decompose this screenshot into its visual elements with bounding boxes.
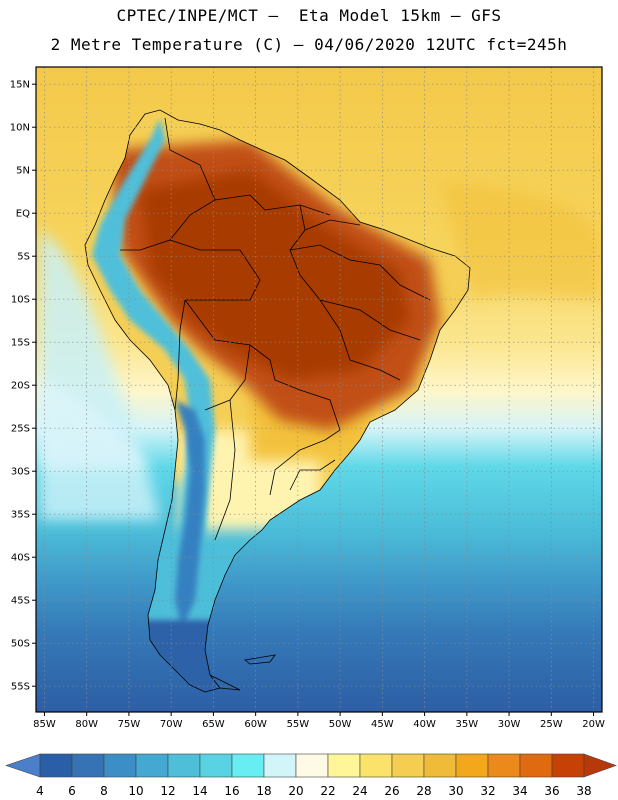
lat-tick-label: 55S: [11, 682, 30, 693]
colorbar-label: 14: [192, 784, 207, 798]
lat-tick-label: 35S: [11, 510, 30, 521]
longitude-axis: 85W 80W 75W 70W 65W 60W 55W 50W 45W 40W 35W 30W 25W 2…: [33, 712, 605, 730]
colorbar-label: 28: [416, 784, 431, 798]
colorbar-label: 12: [160, 784, 175, 798]
map-title-line2: 2 Metre Temperature (C) – 04/06/2020 12U…: [50, 35, 568, 54]
colorbar-label: 18: [256, 784, 271, 798]
colorbar-segment: [391, 753, 425, 778]
colorbar-label: 16: [224, 784, 239, 798]
lat-tick-label: 15S: [11, 338, 30, 349]
lon-tick-label: 50W: [329, 719, 352, 730]
lon-tick-label: 20W: [582, 719, 605, 730]
colorbar-segment: [39, 753, 73, 778]
colorbar-high-arrow: [583, 753, 617, 778]
colorbar-label: 34: [512, 784, 527, 798]
lon-tick-label: 55W: [287, 719, 310, 730]
colorbar-segment: [519, 753, 553, 778]
colorbar-label: 38: [576, 784, 591, 798]
lat-tick-label: 30S: [11, 467, 30, 478]
colorbar-label: 20: [288, 784, 303, 798]
lat-tick-label: 50S: [11, 639, 30, 650]
lon-tick-label: 85W: [33, 719, 56, 730]
lon-tick-label: 65W: [202, 719, 225, 730]
colorbar-segment: [167, 753, 201, 778]
lon-tick-label: 40W: [413, 719, 436, 730]
lat-tick-label: 5S: [17, 252, 30, 263]
colorbar: 4 6 8 10 12 14 16 18 20 22 24 26 28 30 32 34 36 38: [5, 753, 617, 798]
lon-tick-label: 25W: [540, 719, 563, 730]
lon-tick-label: 35W: [456, 719, 479, 730]
colorbar-label: 4: [36, 784, 44, 798]
colorbar-label: 26: [384, 784, 399, 798]
colorbar-label: 24: [352, 784, 367, 798]
pacific-pale-patch: [40, 380, 150, 470]
lat-tick-label: 10S: [11, 295, 30, 306]
colorbar-label: 32: [480, 784, 495, 798]
map-frame: [35, 66, 603, 713]
lat-tick-label: 5N: [16, 166, 30, 177]
lat-tick-label: 25S: [11, 424, 30, 435]
lat-tick-label: 15N: [10, 80, 30, 91]
colorbar-label: 36: [544, 784, 559, 798]
lat-tick-label: 20S: [11, 381, 30, 392]
colorbar-segment: [455, 753, 489, 778]
colorbar-label: 22: [320, 784, 335, 798]
lat-tick-label: EQ: [16, 209, 30, 220]
colorbar-segment: [423, 753, 457, 778]
colorbar-segment: [103, 753, 137, 778]
colorbar-segment: [199, 753, 233, 778]
colorbar-segment: [295, 753, 329, 778]
lon-tick-label: 60W: [244, 719, 267, 730]
colorbar-label: 6: [68, 784, 76, 798]
colorbar-segment: [359, 753, 393, 778]
colorbar-segment: [263, 753, 297, 778]
country-borders: [84, 109, 471, 693]
colorbar-segment: [71, 753, 105, 778]
colorbar-segment: [231, 753, 265, 778]
warm-ocean-patch: [440, 180, 602, 300]
lon-tick-label: 45W: [371, 719, 394, 730]
colorbar-label: 30: [448, 784, 463, 798]
lon-tick-label: 75W: [118, 719, 141, 730]
colorbar-label: 8: [100, 784, 108, 798]
colorbar-low-arrow: [5, 753, 41, 778]
lon-tick-label: 70W: [160, 719, 183, 730]
lat-tick-label: 40S: [11, 553, 30, 564]
lat-tick-label: 10N: [10, 123, 30, 134]
colorbar-segment: [487, 753, 521, 778]
latitude-axis: 15N 10N 5N EQ 5S 10S 15S 20S 25S 30S 35S 40S 45S 50S 5…: [10, 80, 36, 693]
lon-tick-label: 30W: [498, 719, 521, 730]
colorbar-segment: [551, 753, 585, 778]
lon-tick-label: 80W: [75, 719, 98, 730]
map-title-line1: CPTEC/INPE/MCT – Eta Model 15km – GFS: [116, 6, 502, 25]
lat-tick-label: 45S: [11, 596, 30, 607]
colorbar-segment: [135, 753, 169, 778]
colorbar-label: 10: [128, 784, 143, 798]
colorbar-segment: [327, 753, 361, 778]
